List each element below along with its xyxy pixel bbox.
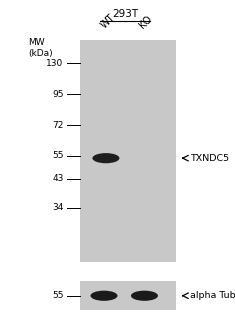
Text: 34: 34 — [52, 203, 63, 212]
Text: 95: 95 — [52, 90, 63, 99]
Text: KO: KO — [137, 14, 154, 31]
Text: 72: 72 — [52, 121, 63, 130]
Text: 130: 130 — [46, 59, 63, 68]
Text: MW
(kDa): MW (kDa) — [28, 38, 53, 58]
FancyBboxPatch shape — [80, 40, 176, 262]
Text: 55: 55 — [52, 151, 63, 161]
Text: 43: 43 — [52, 174, 63, 183]
Text: 55: 55 — [52, 291, 63, 300]
Text: TXNDC5: TXNDC5 — [190, 154, 229, 163]
Ellipse shape — [131, 291, 158, 301]
Text: WT: WT — [99, 13, 117, 31]
Ellipse shape — [92, 153, 119, 163]
FancyBboxPatch shape — [80, 281, 176, 310]
Text: alpha Tubulin: alpha Tubulin — [190, 291, 235, 300]
Ellipse shape — [90, 291, 118, 301]
Text: 293T: 293T — [112, 9, 138, 19]
